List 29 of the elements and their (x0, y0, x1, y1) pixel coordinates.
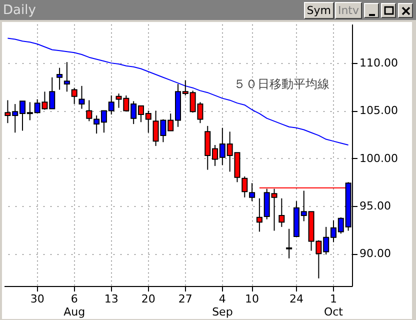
text: Intv (334, 2, 362, 18)
chart-title: Daily (3, 2, 37, 18)
x-tick-label: 27 (178, 292, 192, 306)
y-tick-label: 95.00 (360, 199, 391, 212)
x-tick-label: 30 (30, 292, 44, 306)
x-tick-label: 1 Oct (324, 292, 344, 318)
x-tick-label: 10 (245, 292, 260, 306)
candlestick (64, 62, 70, 92)
candlestick (286, 228, 292, 259)
text: Sym (304, 2, 334, 18)
candlestick (256, 198, 262, 232)
x-tick-label: 13 (104, 292, 118, 306)
x-tick-label: 6 Aug (64, 292, 86, 318)
candlestick (78, 85, 85, 110)
candlestick (249, 182, 256, 202)
x-tick-label: 4 Sep (212, 292, 233, 318)
y-tick-label: 100.00 (360, 152, 398, 165)
x-tick-label: 20 (141, 292, 156, 306)
candlestick (86, 100, 92, 122)
candlestick (242, 176, 248, 198)
series-label: ５０日移動平均線 (234, 77, 330, 92)
x-tick-label: 24 (289, 292, 304, 306)
candlestick (56, 67, 63, 90)
line-series (7, 38, 349, 146)
candlestick (278, 198, 285, 228)
y-tick-label: 110.00 (360, 56, 398, 70)
y-tick-label: 105.00 (360, 104, 398, 118)
y-tick-label: 90.00 (360, 247, 391, 260)
candlestick (71, 87, 78, 105)
